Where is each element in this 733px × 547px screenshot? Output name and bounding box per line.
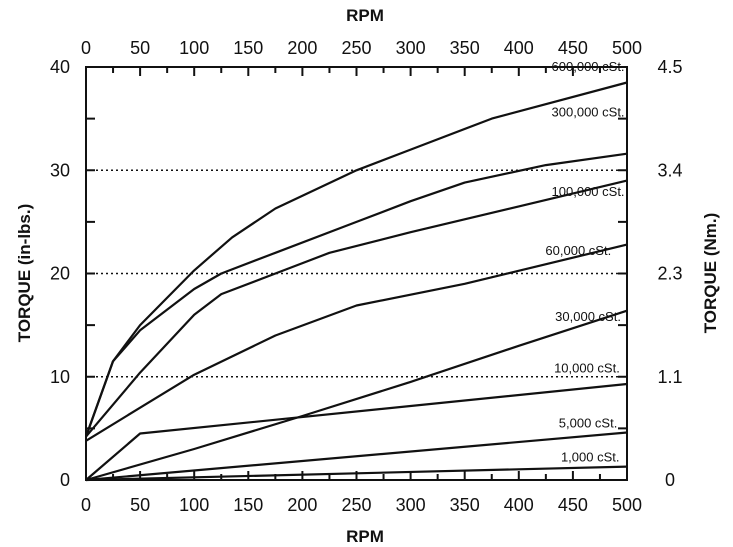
series-label-7: 1,000 cSt. bbox=[561, 449, 620, 464]
y-tick-label-left-10: 10 bbox=[50, 367, 70, 387]
x-tick-label-top-350: 350 bbox=[450, 38, 480, 58]
series-label-5: 10,000 cSt. bbox=[554, 361, 620, 376]
y2-tick-label-0: 0 bbox=[665, 470, 675, 490]
x-tick-label-bottom-200: 200 bbox=[287, 495, 317, 515]
x-tick-label-top-250: 250 bbox=[341, 38, 371, 58]
series-label-2: 100,000 cSt. bbox=[552, 184, 625, 199]
y-tick-label-left-30: 30 bbox=[50, 160, 70, 180]
y-tick-label-left-20: 20 bbox=[50, 264, 70, 284]
gridlines bbox=[86, 169, 627, 378]
y-axis-title-left: TORQUE (in-lbs.) bbox=[15, 204, 34, 343]
x-tick-label-top-200: 200 bbox=[287, 38, 317, 58]
series-line-7 bbox=[85, 465, 628, 482]
x-tick-label-bottom-300: 300 bbox=[396, 495, 426, 515]
series-line-0 bbox=[84, 81, 628, 437]
x-axis-title-bottom: RPM bbox=[346, 527, 384, 546]
x-tick-label-bottom-50: 50 bbox=[130, 495, 150, 515]
y2-tick-label-1.1: 1.1 bbox=[657, 367, 682, 387]
x-tick-label-top-0: 0 bbox=[81, 38, 91, 58]
y2-tick-label-3.4: 3.4 bbox=[657, 160, 682, 180]
x-tick-label-top-50: 50 bbox=[130, 38, 150, 58]
y-axis-title-right: TORQUE (Nm.) bbox=[701, 213, 720, 334]
series-label-1: 300,000 cSt. bbox=[552, 105, 625, 120]
x-tick-label-top-150: 150 bbox=[233, 38, 263, 58]
series-label-4: 30,000 cSt. bbox=[555, 309, 621, 324]
series-line-4 bbox=[85, 309, 628, 482]
x-tick-label-bottom-100: 100 bbox=[179, 495, 209, 515]
x-tick-label-top-100: 100 bbox=[179, 38, 209, 58]
series-lines bbox=[84, 81, 628, 482]
x-tick-label-bottom-350: 350 bbox=[450, 495, 480, 515]
y2-tick-label-4.5: 4.5 bbox=[657, 57, 682, 77]
x-tick-label-bottom-400: 400 bbox=[504, 495, 534, 515]
x-tick-label-bottom-450: 450 bbox=[558, 495, 588, 515]
x-tick-label-top-400: 400 bbox=[504, 38, 534, 58]
x-tick-label-top-500: 500 bbox=[612, 38, 642, 58]
series-label-6: 5,000 cSt. bbox=[559, 415, 618, 430]
y2-tick-label-2.3: 2.3 bbox=[657, 264, 682, 284]
series-line-2 bbox=[85, 179, 628, 438]
x-axis-title-top: RPM bbox=[346, 6, 384, 25]
tick-labels: 0050501001001501502002002502503003003503… bbox=[50, 38, 683, 515]
series-labels: 600,000 cSt. 300,000 cSt. 100,000 cSt. 60,0… bbox=[545, 59, 624, 464]
y-tick-label-left-0: 0 bbox=[60, 470, 70, 490]
x-tick-label-top-300: 300 bbox=[396, 38, 426, 58]
x-tick-label-bottom-250: 250 bbox=[341, 495, 371, 515]
y-tick-label-left-40: 40 bbox=[50, 57, 70, 77]
x-tick-label-bottom-500: 500 bbox=[612, 495, 642, 515]
series-line-5 bbox=[85, 382, 628, 481]
x-tick-label-bottom-0: 0 bbox=[81, 495, 91, 515]
x-tick-label-bottom-150: 150 bbox=[233, 495, 263, 515]
series-label-0: 600,000 cSt. bbox=[552, 59, 625, 74]
series-line-1 bbox=[84, 152, 628, 437]
series-line-3 bbox=[85, 243, 628, 442]
x-tick-label-top-450: 450 bbox=[558, 38, 588, 58]
series-line-6 bbox=[85, 431, 628, 482]
series-label-3: 60,000 cSt. bbox=[545, 243, 611, 258]
